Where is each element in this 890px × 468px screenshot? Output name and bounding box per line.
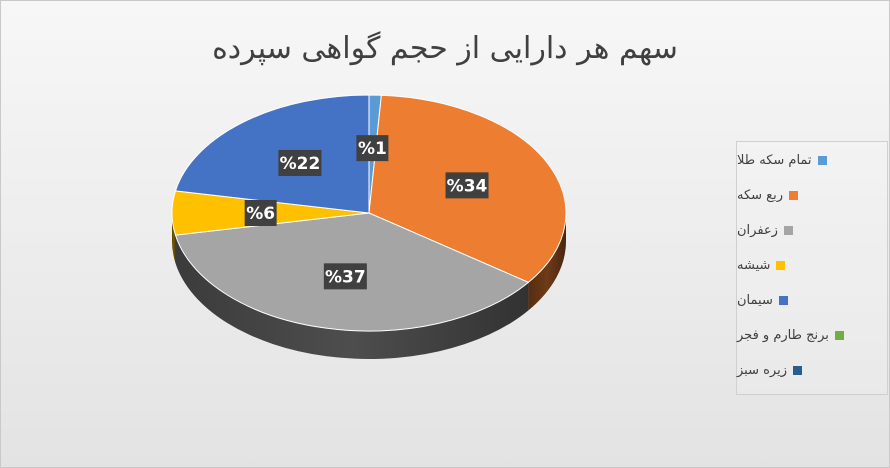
pie-slice-4[interactable] <box>174 94 370 214</box>
data-label-box <box>244 200 277 226</box>
data-label-box <box>356 135 389 162</box>
legend-label: ربع سکه <box>737 187 783 203</box>
legend-item[interactable]: زیره سبز <box>737 358 877 382</box>
data-label: %34 <box>447 176 488 196</box>
legend-label: سیمان <box>737 292 773 308</box>
data-label-box <box>278 149 322 176</box>
legend-swatch <box>817 155 827 165</box>
legend-label: زیره سبز <box>737 362 788 378</box>
legend-swatch <box>834 330 844 340</box>
legend-swatch <box>783 225 793 235</box>
legend-label: زعفران <box>737 222 778 238</box>
legend-label: تمام سکه طلا <box>737 152 812 168</box>
data-label: %37 <box>325 267 366 287</box>
legend-item[interactable]: تمام سکه طلا <box>737 148 877 172</box>
pie-side-shading <box>175 235 529 359</box>
pie-side-shading <box>528 213 566 311</box>
legend-swatch <box>789 190 798 200</box>
legend-swatch <box>778 295 788 305</box>
legend-label: شیشه <box>737 257 771 273</box>
legend-item[interactable]: برنج طارم و فجر <box>737 323 877 347</box>
legend-swatch <box>776 260 786 270</box>
data-label: %1 <box>358 139 387 159</box>
data-label-box <box>323 263 367 290</box>
legend-label: برنج طارم و فجر <box>737 327 829 343</box>
chart-title: سهم هر دارایی از حجم گواهی سپرده <box>212 31 678 66</box>
legend-item[interactable]: شیشه <box>737 253 877 277</box>
legend-swatch <box>793 365 803 375</box>
legend-item[interactable]: ربع سکه <box>737 183 877 207</box>
legend-item[interactable]: زعفران <box>737 218 877 242</box>
data-label-box <box>445 172 489 199</box>
data-label: %6 <box>246 204 275 224</box>
legend: تمام سکه طلا ربع سکه زعفران شیشه سیمان برنج ط… <box>736 141 888 395</box>
data-label: %22 <box>280 154 321 174</box>
legend-item[interactable]: سیمان <box>737 288 877 312</box>
